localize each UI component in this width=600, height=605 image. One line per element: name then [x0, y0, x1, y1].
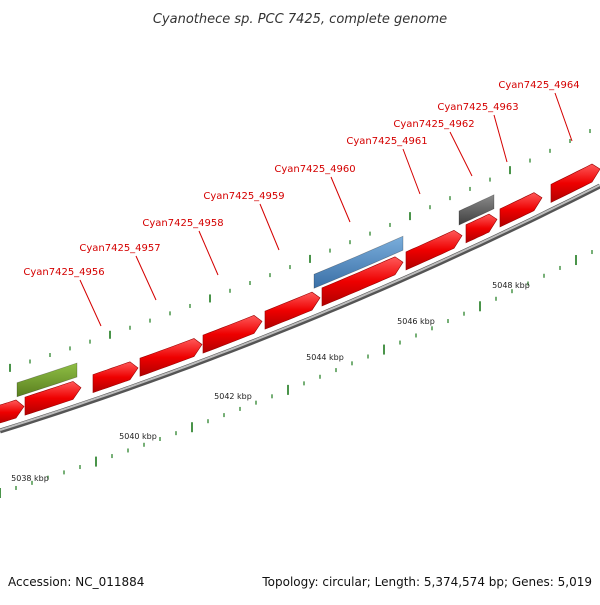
gene-label: Cyan7425_4961: [346, 136, 427, 147]
gene-label-leader: [135, 255, 157, 301]
gene-arrow: [0, 399, 25, 424]
gene-arrow: [405, 229, 463, 271]
gene-arrow: [321, 256, 404, 307]
gene-label-leader: [330, 176, 351, 223]
feature-green-bar: [16, 362, 78, 398]
gene-arrow: [499, 192, 543, 228]
gene-label: Cyan7425_4963: [437, 102, 518, 113]
backbone-highlight: [0, 184, 600, 431]
gene-arrow: [264, 291, 321, 330]
gene-arrow: [92, 361, 139, 394]
topology-summary-text: Topology: circular; Length: 5,374,574 bp…: [261, 575, 592, 589]
gene-label-leader: [198, 230, 219, 276]
label-layer: 5038 kbp 5040 kbp 5042 kbp 5044 kbp 5046 kbp…: [11, 80, 579, 483]
gene-label: Cyan7425_4958: [142, 218, 223, 229]
accession-text: Accession: NC_011884: [8, 575, 144, 589]
gene-arrow: [550, 163, 600, 203]
gene-label-leader: [554, 92, 573, 142]
gene-label-leader: [493, 114, 508, 163]
scale-label: 5046 kbp: [397, 317, 435, 326]
gene-label: Cyan7425_4956: [23, 267, 104, 278]
feature-gray-bar: [458, 194, 495, 226]
scale-label: 5040 kbp: [119, 432, 157, 441]
gene-label: Cyan7425_4962: [393, 119, 474, 130]
gene-arrow: [465, 213, 498, 244]
gene-arrow: [202, 315, 263, 354]
scale-label: 5044 kbp: [306, 353, 344, 362]
gene-label-leader: [449, 131, 473, 177]
gene-arrow: [139, 338, 203, 377]
map-title: Cyanothece sp. PCC 7425, complete genome: [153, 12, 447, 27]
gene-label: Cyan7425_4964: [498, 80, 579, 91]
gene-label: Cyan7425_4959: [203, 191, 284, 202]
gene-label-leader: [79, 279, 102, 327]
scale-label: 5048 kbp: [492, 281, 530, 290]
scale-label: 5042 kbp: [214, 392, 252, 401]
scale-label: 5038 kbp: [11, 474, 49, 483]
feature-blue-bar: [313, 235, 404, 289]
track-layer: [0, 129, 600, 498]
gene-label-leader: [402, 148, 421, 195]
gene-label: Cyan7425_4957: [79, 243, 160, 254]
gene-label-leader: [259, 203, 280, 251]
gene-label: Cyan7425_4960: [274, 164, 355, 175]
gene-arrow: [24, 381, 82, 416]
